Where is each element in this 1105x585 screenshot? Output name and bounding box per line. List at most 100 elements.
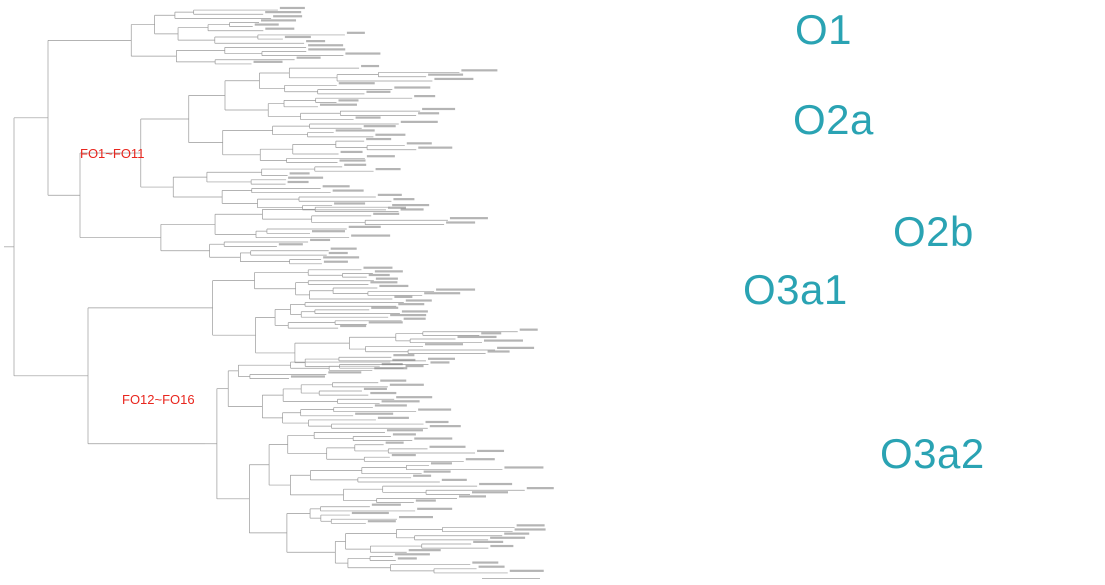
leaf-label — [414, 437, 453, 440]
clade-label-o3a2: O3a2 — [880, 430, 985, 477]
leaf-label — [397, 557, 417, 560]
scale-bar — [482, 578, 540, 582]
leaf-label — [351, 511, 389, 515]
leaf-label — [392, 433, 416, 436]
leaf-label — [408, 549, 441, 552]
leaf-label — [396, 396, 433, 399]
leaf-label — [330, 247, 357, 250]
leaf-label — [379, 284, 409, 288]
leaf-label — [373, 212, 400, 215]
leaf-label — [254, 23, 279, 26]
leaf-label — [425, 420, 449, 424]
leaf-label — [423, 470, 451, 473]
leaf-label — [374, 404, 407, 407]
leaf-label — [391, 453, 416, 457]
leaf-label — [425, 343, 464, 346]
leaf-label — [338, 99, 359, 102]
leaf-label — [418, 146, 453, 149]
leaf-label — [355, 412, 394, 415]
leaf-label — [370, 391, 397, 395]
leaf-label — [363, 387, 387, 391]
leaf-label — [386, 429, 423, 432]
leaf-label — [265, 27, 295, 30]
leaf-label — [346, 31, 365, 34]
leaf-label — [519, 328, 538, 331]
leaf-label — [261, 19, 297, 22]
clade-label-o2b: O2b — [893, 208, 974, 255]
leaf-label — [374, 367, 408, 370]
leaf-label — [377, 416, 409, 419]
leaf-label — [322, 185, 350, 188]
leaf-label — [368, 321, 403, 324]
leaf-label — [434, 77, 474, 81]
leaf-label — [389, 383, 424, 386]
leaf-label — [418, 408, 452, 411]
leaf-label — [339, 159, 366, 162]
leaf-label — [446, 221, 476, 224]
leaf-label — [429, 445, 466, 448]
group-label-fo12-fo16: FO12~FO16 — [122, 392, 195, 407]
leaf-label — [472, 561, 499, 564]
leaf-label — [311, 230, 345, 233]
leaf-label — [509, 569, 544, 572]
leaf-label — [461, 69, 498, 72]
leaf-label — [348, 225, 381, 228]
leaf-label — [335, 129, 375, 132]
leaf-label — [328, 371, 362, 374]
leaf-label — [375, 277, 398, 280]
leaf-label — [351, 234, 391, 237]
leaf-label — [449, 217, 488, 220]
leaf-label — [355, 116, 381, 119]
leaf-label — [394, 86, 431, 89]
leaf-label — [457, 335, 497, 339]
leaf-label — [393, 198, 415, 201]
leaf-label — [381, 400, 420, 403]
leaf-label — [418, 112, 440, 115]
clade-label-o2a: O2a — [793, 96, 874, 143]
leaf-label — [422, 107, 456, 111]
leaf-label — [392, 358, 416, 362]
leaf-label — [429, 425, 461, 428]
leaf-label — [332, 189, 364, 192]
leaf-label — [375, 168, 401, 171]
leaf-label — [400, 208, 424, 211]
leaf-label — [385, 441, 404, 444]
leaf-label — [458, 495, 486, 498]
leaf-label — [393, 354, 415, 357]
leaf-label — [394, 295, 413, 298]
leaf-label — [424, 292, 461, 295]
leaf-label — [472, 491, 509, 494]
leaf-label — [516, 524, 545, 527]
leaf-label — [398, 515, 433, 519]
leaf-label — [273, 15, 303, 18]
leaf-label — [392, 203, 430, 207]
leaf-label — [490, 536, 526, 539]
leaf-label — [279, 6, 305, 10]
leaf-label — [479, 482, 513, 486]
leaf-label — [296, 56, 321, 59]
leaf-label — [478, 565, 505, 568]
leaf-label — [427, 357, 455, 360]
leaf-label — [375, 133, 406, 136]
leaf-label — [328, 251, 348, 255]
leaf-label — [390, 313, 427, 317]
leaf-label — [287, 180, 309, 184]
leaf-label — [398, 303, 425, 306]
leaf-label — [504, 466, 544, 469]
leaf-label — [371, 306, 399, 309]
leaf-label — [345, 52, 381, 55]
leaf-label — [436, 288, 476, 291]
leaf-label — [403, 317, 426, 320]
clade-label-o1: O1 — [795, 6, 853, 53]
leaf-label — [366, 155, 395, 158]
leaf-label — [387, 206, 406, 209]
leaf-label — [310, 238, 331, 242]
leaf-label — [400, 120, 438, 123]
leaf-label — [306, 40, 326, 43]
leaf-label — [490, 544, 514, 548]
leaf-label — [340, 150, 363, 154]
leaf-label — [380, 379, 407, 382]
leaf-label — [414, 95, 436, 98]
leaf-label — [308, 44, 344, 47]
